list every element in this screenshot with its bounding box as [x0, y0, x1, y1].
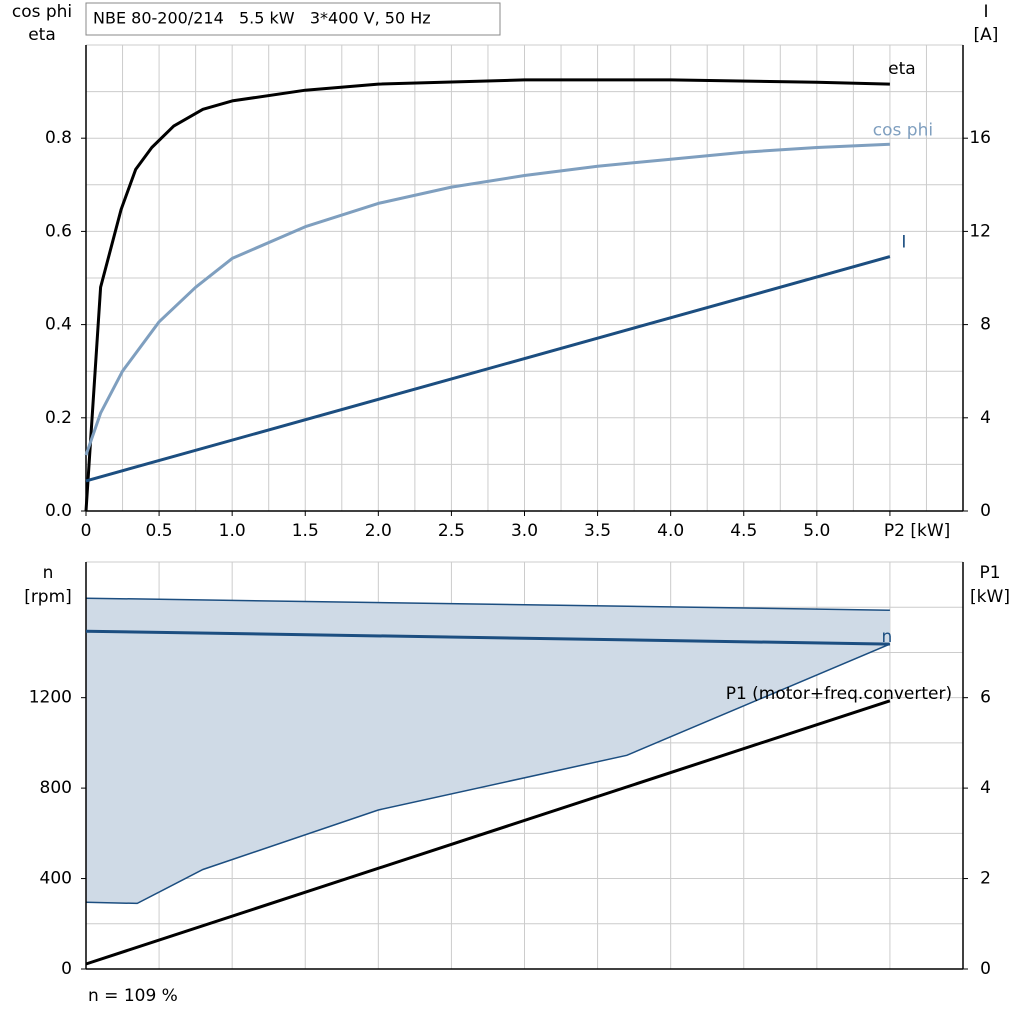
x-tick-label: 4.5 [730, 521, 757, 541]
y2-axis-label: I [983, 2, 988, 22]
y2-axis-label: [kW] [970, 587, 1010, 607]
y2-tick-label: 6 [980, 688, 991, 708]
series-label: P1 (motor+freq.converter) [726, 684, 952, 704]
x-tick-label: 4.0 [657, 521, 684, 541]
series-label: n [882, 627, 893, 647]
x-tick-label: P2 [kW] [884, 521, 950, 541]
series-line [85, 255, 891, 483]
y-tick-label: 400 [40, 869, 72, 889]
y2-tick-label: 4 [980, 408, 991, 428]
x-tick-label: 2.5 [438, 521, 465, 541]
x-tick-label: 0.5 [146, 521, 173, 541]
plot: 0 400 800 1200 0 2 4 6 n P1 (motor+freq.converter… [29, 561, 991, 979]
y-tick-label: 800 [40, 778, 72, 798]
x-tick-label: 1.0 [219, 521, 246, 541]
y-axis-label: n [43, 563, 54, 583]
y-tick-label: 0.0 [45, 501, 72, 521]
series-label: cos phi [873, 120, 933, 140]
x-tick-label: 3.0 [511, 521, 538, 541]
title-box [85, 2, 501, 36]
series-line [84, 142, 890, 456]
y2-axis-label: P1 [979, 563, 1000, 583]
plot: 0 0.5 1.0 1.5 2.0 2.5 3.0 3.5 4.0 4.5 5.0 P2 [kW] 0.… [45, 44, 991, 541]
chart-title: NBE 80-200/214 5.5 kW 3*400 V, 50 Hz [93, 9, 431, 28]
band-area [86, 598, 890, 904]
x-tick-label: 5.0 [803, 521, 830, 541]
y2-tick-label: 0 [980, 959, 991, 979]
y2-tick-label: 12 [969, 221, 991, 241]
y-axis-label: [rpm] [24, 587, 72, 607]
y2-tick-label: 8 [980, 315, 991, 335]
y2-tick-label: 2 [980, 869, 991, 889]
x-tick-label: 2.0 [365, 521, 392, 541]
x-tick-label: 1.5 [292, 521, 319, 541]
series-label: eta [888, 59, 916, 79]
y-tick-label: 0.4 [45, 315, 72, 335]
band-upper [85, 597, 890, 611]
series-line [85, 629, 890, 646]
y2-tick-label: 0 [980, 501, 991, 521]
y-tick-label: 0.2 [45, 408, 72, 428]
band-lower [85, 643, 891, 905]
y-axis-label: cos phi [12, 2, 72, 22]
y-tick-label: 0.6 [45, 221, 72, 241]
series-line [85, 699, 891, 966]
y-tick-label: 0.8 [45, 128, 72, 148]
y2-tick-label: 4 [980, 778, 991, 798]
x-tick-label: 3.5 [584, 521, 611, 541]
x-tick-label: 0 [81, 521, 92, 541]
y-axis-label: eta [28, 25, 56, 45]
y-tick-label: 0 [61, 959, 72, 979]
series-line [84, 78, 890, 512]
y-tick-label: 1200 [29, 688, 72, 708]
footnote: n = 109 % [88, 986, 178, 1006]
series-label: I [901, 233, 906, 253]
y2-tick-label: 16 [969, 128, 991, 148]
y2-axis-label: [A] [974, 25, 999, 45]
